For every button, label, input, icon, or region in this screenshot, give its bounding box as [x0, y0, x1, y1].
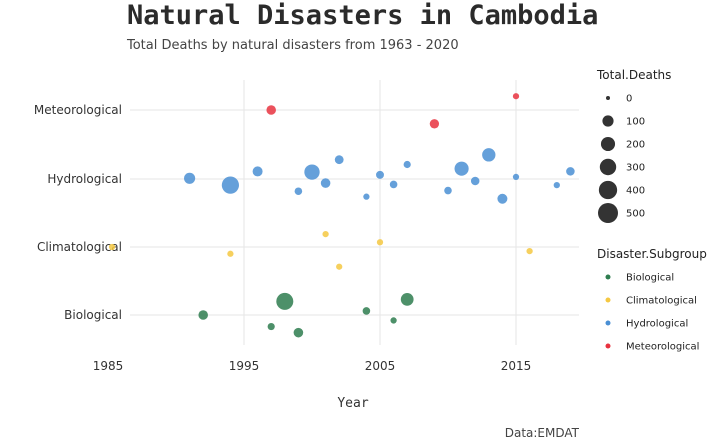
point-hydrological-1	[221, 176, 239, 194]
size-legend-key-100	[602, 115, 614, 127]
point-hydrological-18	[566, 167, 575, 176]
x-axis-label: Year	[337, 396, 368, 411]
point-climatological-0	[108, 243, 116, 251]
color-legend-label-meteorological: Meteorological	[626, 342, 699, 353]
color-legend-label-climatological: Climatological	[626, 296, 697, 307]
point-hydrological-11	[444, 186, 452, 195]
point-hydrological-0	[184, 172, 196, 184]
size-legend-label-400: 400	[626, 186, 645, 197]
y-tick-hydrological: Hydrological	[47, 172, 122, 186]
y-axis-ticks: Biological Climatological Hydrological Mete…	[34, 103, 122, 322]
color-legend-key-climatological	[605, 297, 611, 303]
size-legend-label-100: 100	[626, 117, 645, 128]
size-legend-title: Total.Deaths	[596, 68, 671, 82]
y-tick-climatological: Climatological	[37, 240, 122, 254]
point-climatological-1	[227, 250, 234, 257]
point-biological-5	[390, 317, 397, 324]
point-hydrological-15	[497, 193, 508, 204]
size-legend-label-200: 200	[626, 140, 645, 151]
y-tick-biological: Biological	[64, 308, 122, 322]
chart-subtitle: Total Deaths by natural disasters from 1…	[127, 38, 459, 53]
color-legend: Disaster.Subgroup Biological Climatologic…	[597, 247, 707, 353]
point-biological-4	[362, 307, 371, 315]
point-hydrological-8	[376, 170, 384, 179]
point-hydrological-14	[482, 148, 496, 162]
caption: Data:EMDAT	[505, 426, 580, 440]
point-hydrological-16	[512, 173, 520, 181]
color-legend-key-biological	[605, 274, 611, 280]
size-legend-key-500	[598, 203, 618, 223]
point-meteorological-1	[429, 119, 440, 129]
point-hydrological-9	[389, 180, 398, 189]
point-climatological-2	[322, 230, 329, 238]
point-biological-3	[293, 327, 304, 338]
point-biological-6	[400, 292, 414, 306]
size-legend: Total.Deaths 0 100 200 300 400 500	[596, 68, 671, 223]
size-legend-key-300	[599, 158, 617, 176]
color-legend-key-meteorological	[605, 343, 611, 349]
point-biological-0	[198, 310, 208, 320]
data-points	[108, 93, 575, 338]
size-legend-key-400	[598, 180, 618, 200]
point-hydrological-5	[320, 178, 331, 188]
size-legend-label-500: 500	[626, 209, 645, 220]
size-legend-key-0	[606, 96, 610, 100]
grid-lines	[130, 80, 579, 345]
point-hydrological-13	[470, 176, 480, 186]
x-tick-1995: 1995	[229, 359, 260, 373]
color-legend-title: Disaster.Subgroup	[597, 247, 707, 261]
color-legend-label-biological: Biological	[626, 273, 674, 284]
point-hydrological-7	[363, 193, 370, 200]
size-legend-key-200	[600, 136, 616, 152]
point-hydrological-4	[304, 164, 320, 180]
x-tick-2015: 2015	[501, 359, 532, 373]
size-legend-label-300: 300	[626, 163, 645, 174]
x-axis-ticks: 1985 1995 2005 2015	[93, 359, 532, 373]
y-tick-meteorological: Meteorological	[34, 103, 122, 117]
point-hydrological-6	[334, 155, 344, 165]
point-hydrological-2	[252, 166, 263, 177]
color-legend-label-hydrological: Hydrological	[626, 319, 688, 330]
color-legend-key-hydrological	[605, 320, 611, 326]
size-legend-label-0: 0	[626, 94, 632, 105]
point-climatological-5	[526, 247, 533, 255]
x-tick-2005: 2005	[365, 359, 396, 373]
point-hydrological-12	[454, 161, 469, 176]
point-biological-1	[267, 322, 275, 331]
point-meteorological-2	[512, 93, 520, 100]
x-tick-1985: 1985	[93, 359, 124, 373]
point-meteorological-0	[266, 105, 276, 115]
point-hydrological-10	[403, 160, 411, 169]
point-climatological-3	[336, 263, 343, 270]
chart-title: Natural Disasters in Cambodia	[127, 0, 599, 31]
point-hydrological-17	[553, 181, 560, 189]
point-biological-2	[276, 292, 294, 310]
point-hydrological-3	[294, 187, 303, 196]
point-climatological-4	[376, 239, 384, 246]
